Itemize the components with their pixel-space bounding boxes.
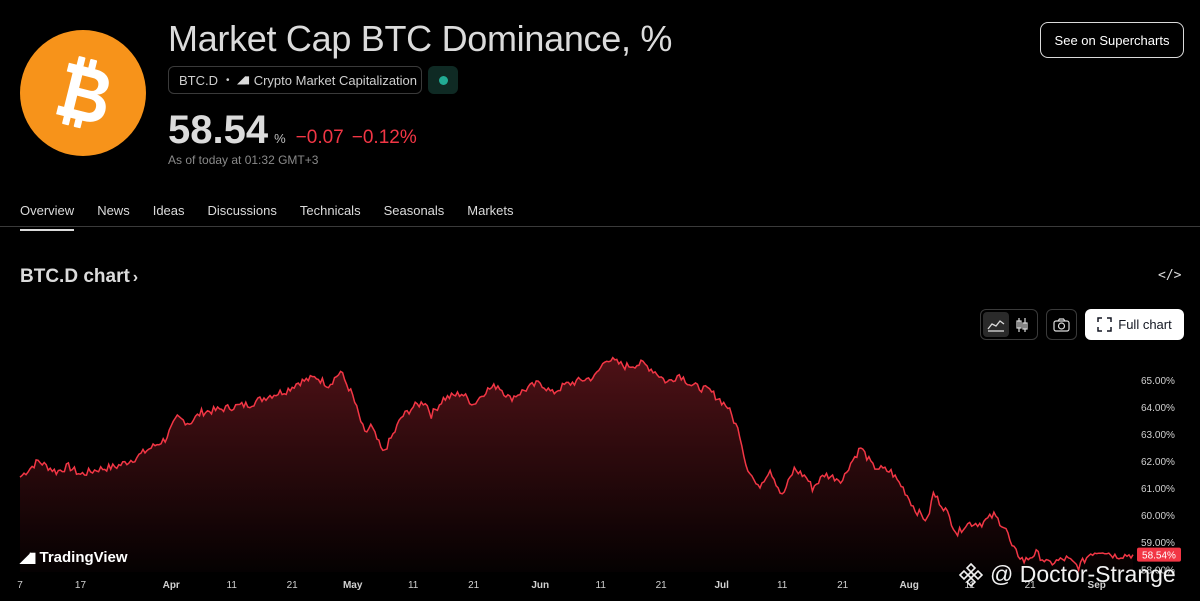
price-row: 58.54 % −0.07 −0.12% (168, 108, 425, 153)
x-tick-label: Apr (163, 580, 180, 591)
tab-divider (0, 226, 1200, 227)
tab-discussions[interactable]: Discussions (207, 203, 277, 218)
bitcoin-icon (56, 56, 109, 129)
x-tick-label: 21 (837, 580, 849, 591)
tab-bar: Overview News Ideas Discussions Technica… (20, 196, 537, 231)
see-on-supercharts-button[interactable]: See on Supercharts (1040, 22, 1184, 58)
full-chart-button[interactable]: Full chart (1085, 309, 1184, 340)
x-tick-label: May (343, 580, 363, 591)
symbol-ticker: BTC.D (179, 72, 218, 88)
tab-markets[interactable]: Markets (467, 203, 514, 218)
x-tick-label: Aug (899, 580, 918, 591)
x-tick-label: Jun (531, 580, 549, 591)
tab-ideas[interactable]: Ideas (152, 203, 185, 218)
y-tick-label: 58.00% (1141, 565, 1175, 576)
tradingview-brand[interactable]: ◢▮ TradingView (20, 549, 128, 566)
code-icon[interactable]: </> (1158, 268, 1182, 283)
x-tick-label: 11 (227, 580, 238, 591)
y-tick-label: 63.00% (1141, 430, 1175, 441)
current-price: 58.54 (168, 108, 269, 152)
watermark-text: @ Doctor-Strange (990, 561, 1176, 587)
binance-icon (958, 562, 984, 587)
price-change-percent: −0.12% (351, 127, 417, 148)
status-dot-icon (438, 75, 448, 85)
tab-seasonals[interactable]: Seasonals (383, 203, 445, 218)
chart-section-title-text: BTC.D chart (20, 266, 130, 287)
tab-news[interactable]: News (97, 203, 130, 218)
fullscreen-icon (1097, 317, 1113, 332)
tab-technicals[interactable]: Technicals (299, 203, 361, 218)
x-tick-label: 21 (468, 580, 480, 591)
x-tick-label: 17 (75, 580, 87, 591)
tab-overview[interactable]: Overview (20, 196, 75, 231)
market-status-indicator[interactable] (428, 66, 458, 94)
x-tick-label: 21 (1025, 580, 1037, 591)
symbol-pill[interactable]: BTC.D • ◢▮ Crypto Market Capitalization (168, 66, 422, 94)
camera-icon[interactable] (1046, 309, 1077, 340)
as-of-timestamp: As of today at 01:32 GMT+3 (168, 153, 319, 167)
y-tick-label: 60.00% (1141, 511, 1175, 522)
area-fill (20, 357, 1133, 572)
watermark: @ Doctor-Strange (958, 561, 1176, 588)
tradingview-logo-icon: ◢▮ (20, 549, 37, 565)
price-unit: % (274, 131, 286, 146)
x-tick-label: Sep (1088, 580, 1106, 591)
x-tick-label: 11 (777, 580, 788, 591)
last-value-badge (1137, 547, 1181, 562)
y-tick-label: 59.00% (1141, 538, 1175, 549)
chart-style-group (980, 309, 1038, 340)
tradingview-wordmark: TradingView (39, 549, 128, 566)
x-tick-label: 11 (596, 580, 607, 591)
x-tick-label: 11 (408, 580, 419, 591)
page-title: Market Cap BTC Dominance, % (168, 18, 673, 59)
chart-toolbar (980, 309, 1077, 340)
y-tick-label: 64.00% (1141, 403, 1175, 414)
exchange-name: Crypto Market Capitalization (253, 72, 418, 88)
y-tick-label: 62.00% (1141, 457, 1175, 468)
last-value-label: 58.54% (1142, 551, 1176, 562)
x-tick-label: Jul (714, 580, 729, 591)
bitcoin-logo (20, 30, 146, 156)
btc-dominance-chart[interactable]: 65.00% 64.00% 63.00% 62.00% 61.00% 60.00% 59.0… (0, 350, 1200, 601)
x-tick-label: 21 (656, 580, 668, 591)
tradingview-mini-icon: ◢▮ (237, 74, 250, 86)
chevron-right-icon: › (132, 269, 139, 286)
y-tick-label: 61.00% (1141, 484, 1175, 495)
x-tick-label: 7 (17, 580, 23, 591)
chart-section-title[interactable]: BTC.D chart › (20, 266, 138, 288)
area-chart-icon[interactable] (983, 312, 1009, 337)
price-change-absolute: −0.07 (295, 127, 344, 148)
candles-icon[interactable] (1009, 312, 1035, 337)
y-tick-label: 65.00% (1141, 376, 1175, 387)
separator-dot: • (226, 74, 230, 86)
x-tick-label: 21 (287, 580, 299, 591)
full-chart-label: Full chart (1118, 317, 1172, 332)
series-line (19, 356, 1134, 573)
